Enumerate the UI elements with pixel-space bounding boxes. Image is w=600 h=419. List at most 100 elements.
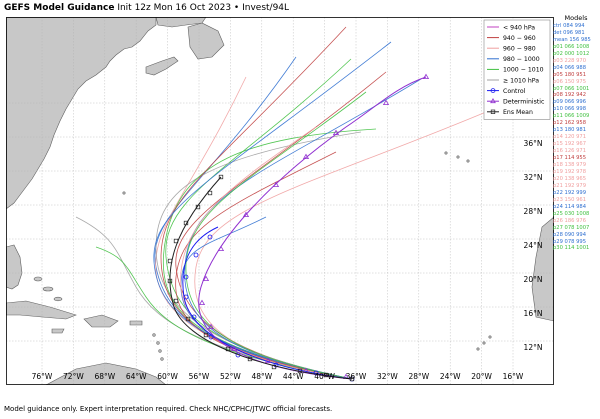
deterministic-marker	[332, 129, 340, 135]
legend-marker	[490, 109, 496, 114]
ens-mean-marker	[218, 174, 224, 180]
model-entry: p26 186 976	[553, 217, 586, 224]
ensemble-track	[162, 128, 377, 380]
ensemble-track	[180, 126, 353, 380]
landmass	[5, 16, 555, 386]
control-marker	[183, 274, 189, 280]
deterministic-marker	[230, 345, 238, 351]
lon-label: 56°W	[189, 372, 210, 381]
ens-mean-marker	[207, 190, 213, 196]
legend-label: Deterministic	[503, 99, 545, 106]
deterministic-marker	[198, 299, 206, 305]
track-map: 76°W 72°W 68°W 64°W 60°W 56°W 52°W 48°W 44°W 40°W…	[5, 16, 555, 386]
model-entry: p22 192 999	[553, 189, 586, 196]
map-panel: 76°W 72°W 68°W 64°W 60°W 56°W 52°W 48°W 44°W 40°W…	[5, 16, 555, 386]
control-marker	[183, 294, 189, 300]
model-entry: p03 228 970	[553, 57, 586, 64]
model-entry: p14 120 971	[553, 134, 586, 141]
model-entry: p10 066 998	[553, 106, 586, 113]
ensemble-track	[184, 78, 422, 380]
control-marker	[193, 252, 199, 258]
lat-label: 24°N	[524, 241, 543, 250]
model-entry: p29 078 995	[553, 238, 586, 245]
lat-label: 12°N	[524, 343, 543, 352]
model-entry: p12 162 958	[553, 120, 586, 127]
deterministic-marker	[272, 181, 280, 187]
lon-label: 20°W	[471, 372, 492, 381]
control-marker	[207, 234, 213, 240]
models-header: Models	[564, 15, 588, 22]
model-entry: ctrl 084 994	[553, 22, 585, 29]
model-entry: mean 156 985	[553, 36, 591, 43]
model-entry: p16 126 971	[553, 148, 586, 155]
deterministic-marker	[202, 275, 210, 281]
lon-label: 24°W	[440, 372, 461, 381]
model-entry: p18 138 979	[553, 162, 586, 169]
ens-mean-marker	[173, 298, 179, 304]
model-entry: p30 114 1001	[553, 245, 590, 252]
control-marker	[191, 314, 197, 320]
longitude-labels: 76°W 72°W 68°W 64°W 60°W 56°W 52°W 48°W 44°W 40°W…	[32, 372, 524, 381]
lat-label: 36°N	[524, 139, 543, 148]
model-entry: p11 066 1009	[553, 113, 590, 120]
deterministic-track	[198, 76, 427, 380]
legend-label: 960 − 980	[503, 46, 536, 53]
ensemble-track	[153, 41, 392, 380]
ens-mean-marker	[247, 356, 253, 362]
lon-label: 76°W	[32, 372, 53, 381]
model-entry: p17 114 955	[553, 155, 586, 162]
lon-label: 44°W	[283, 372, 304, 381]
model-entry: p28 090 994	[553, 231, 586, 238]
model-entry: p15 192 967	[553, 141, 586, 148]
legend-label: 940 − 960	[503, 35, 536, 42]
lat-label: 16°N	[524, 309, 543, 318]
legend-label: < 940 hPa	[503, 24, 535, 31]
lon-label: 68°W	[94, 372, 115, 381]
legend-label: 1000 − 1010	[503, 67, 544, 74]
ens-mean-marker	[225, 346, 231, 352]
legend-label: ≥ 1010 hPa	[503, 77, 539, 84]
lon-label: 16°W	[503, 372, 524, 381]
model-entry: p05 180 951	[553, 71, 586, 78]
model-entry: p01 066 1008	[553, 43, 590, 50]
deterministic-marker	[242, 211, 250, 217]
model-entry: p13 180 981	[553, 127, 586, 134]
ens-mean-marker	[271, 364, 277, 370]
ensemble-track	[185, 91, 367, 380]
lon-label: 64°W	[126, 372, 147, 381]
legend-marker	[490, 97, 496, 104]
lon-label: 48°W	[251, 372, 272, 381]
deterministic-marker	[382, 99, 390, 105]
ensemble-tracks	[75, 26, 487, 382]
title-rest: Init 12z Mon 16 Oct 2023 • Invest/94L	[114, 3, 290, 13]
lon-label: 72°W	[63, 372, 84, 381]
legend-label: Ens Mean	[503, 109, 533, 116]
models-panel: Models ctrl 084 994 det 096 981 mean 156 9…	[553, 15, 599, 252]
model-entry: p25 030 1008	[553, 210, 590, 217]
model-entry: p23 150 961	[553, 196, 586, 203]
model-entry: p04 066 988	[553, 64, 586, 71]
legend-label: Control	[503, 88, 526, 95]
lon-label: 60°W	[157, 372, 178, 381]
deterministic-marker	[207, 323, 215, 329]
ens-mean-marker	[323, 372, 329, 378]
track-legend: < 940 hPa 940 − 960 960 − 980 980 − 1000 100…	[483, 19, 551, 120]
lon-label: 32°W	[377, 372, 398, 381]
ens-mean-marker	[349, 376, 355, 382]
lon-label: 40°W	[314, 372, 335, 381]
model-entry: p21 192 979	[553, 182, 586, 189]
model-entry: p06 150 975	[553, 78, 586, 85]
model-entry: p24 114 984	[553, 203, 586, 210]
legend-label: 980 − 1000	[503, 56, 540, 63]
lat-label: 32°N	[524, 173, 543, 182]
model-entry: p07 066 1001	[553, 85, 590, 92]
deterministic-marker	[217, 245, 225, 251]
model-entry: det 096 981	[553, 29, 585, 36]
legend-marker	[490, 88, 496, 93]
ens-mean-marker	[297, 368, 303, 374]
lat-label: 28°N	[524, 207, 543, 216]
model-entry: p02 000 1012	[553, 50, 590, 57]
deterministic-marker	[422, 73, 430, 79]
ens-mean-marker	[167, 278, 173, 284]
model-entry: p09 066 996	[553, 99, 586, 106]
